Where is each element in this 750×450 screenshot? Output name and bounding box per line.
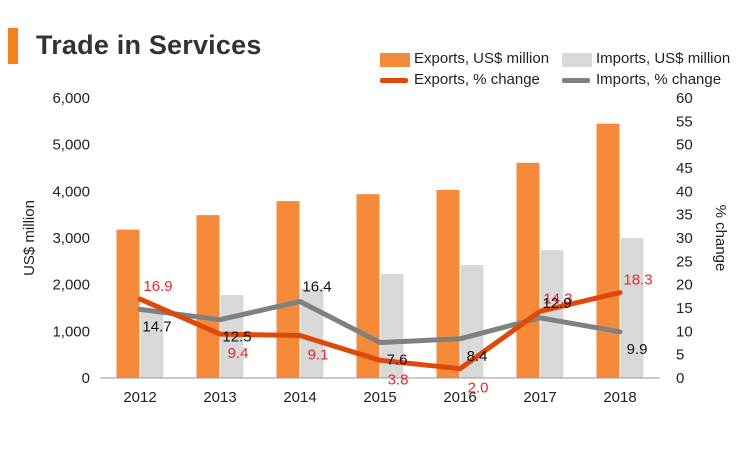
- y2-axis-title: % change: [712, 205, 729, 272]
- legend-label-exports-bar: Exports, US$ million: [414, 50, 550, 67]
- bar-imports: [140, 308, 164, 378]
- data-label-imports: 12.5: [222, 329, 251, 346]
- data-label-exports: 9.4: [228, 345, 249, 362]
- title-accent-bar: [8, 28, 18, 64]
- data-label-exports: 3.8: [388, 371, 409, 388]
- legend-label-exports-line: Exports, % change: [414, 71, 540, 88]
- chart-title: Trade in Services: [36, 30, 262, 60]
- legend-swatch-exports-line: [380, 78, 408, 83]
- data-label-exports: 9.1: [308, 347, 329, 364]
- y-tick-label: 2,000: [52, 277, 90, 294]
- data-label-imports: 9.9: [627, 341, 648, 358]
- legend-label-imports-bar: Imports, US$ million: [596, 50, 731, 67]
- legend-label-imports-line: Imports, % change: [596, 71, 722, 88]
- line-exports-change: [137, 290, 623, 372]
- y-tick-label: 6,000: [52, 90, 90, 107]
- x-tick-label: 2012: [123, 389, 156, 406]
- legend-swatch-exports-bar: [380, 53, 410, 67]
- y-tick-label: 4,000: [52, 183, 90, 200]
- data-label-exports: 14.3: [543, 290, 572, 307]
- x-tick-label: 2013: [203, 389, 236, 406]
- bar-imports: [540, 250, 564, 378]
- y2-tick-label: 5: [676, 347, 684, 364]
- legend-swatch-imports-line: [562, 78, 590, 83]
- data-label-imports: 14.7: [142, 318, 171, 335]
- y2-tick-label: 15: [676, 300, 693, 317]
- y-tick-label: 3,000: [52, 230, 90, 247]
- data-label-imports: 8.4: [467, 348, 488, 365]
- x-tick-label: 2016: [443, 389, 476, 406]
- data-label-exports: 2.0: [468, 380, 489, 397]
- y-tick-label: 0: [82, 370, 90, 387]
- x-tick-label: 2014: [283, 389, 316, 406]
- y2-tick-label: 0: [676, 370, 684, 387]
- bar-imports: [460, 265, 484, 378]
- data-label-exports: 16.9: [143, 278, 172, 295]
- y2-tick-label: 20: [676, 277, 693, 294]
- y-tick-label: 5,000: [52, 137, 90, 154]
- y2-tick-label: 40: [676, 183, 693, 200]
- y-axis-title: US$ million: [21, 200, 38, 276]
- x-tick-label: 2017: [523, 389, 556, 406]
- bar-exports: [116, 229, 140, 378]
- x-tick-label: 2015: [363, 389, 396, 406]
- y-tick-label: 1,000: [52, 323, 90, 340]
- bar-imports: [380, 273, 404, 378]
- data-label-imports: 7.6: [387, 352, 408, 369]
- bar-exports: [196, 215, 220, 378]
- bar-imports: [620, 238, 644, 378]
- y2-tick-label: 55: [676, 113, 693, 130]
- bar-exports: [436, 189, 460, 378]
- y2-tick-label: 10: [676, 323, 693, 340]
- y2-tick-label: 30: [676, 230, 693, 247]
- y2-tick-label: 35: [676, 207, 693, 224]
- x-tick-label: 2018: [603, 389, 636, 406]
- data-label-imports: 16.4: [302, 278, 331, 295]
- y2-tick-label: 60: [676, 90, 693, 107]
- data-label-imports: 12.9: [542, 295, 571, 312]
- bar-exports: [596, 123, 620, 379]
- data-label-exports: 18.3: [623, 272, 652, 289]
- legend-swatch-imports-bar: [562, 53, 592, 67]
- y2-tick-label: 50: [676, 137, 693, 154]
- bar-exports: [276, 201, 300, 378]
- y2-tick-label: 45: [676, 160, 693, 177]
- line-imports-change: [137, 299, 623, 345]
- y2-tick-label: 25: [676, 253, 693, 270]
- bar-exports: [356, 194, 380, 378]
- bar-exports: [516, 162, 540, 378]
